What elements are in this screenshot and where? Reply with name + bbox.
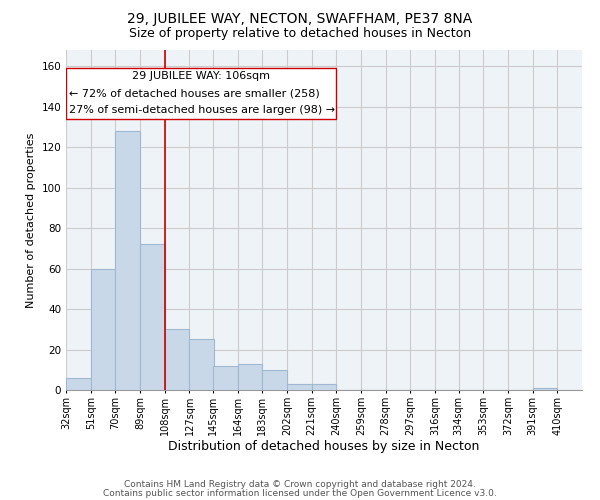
Bar [91,268,115,390]
Text: 29 JUBILEE WAY: 106sqm: 29 JUBILEE WAY: 106sqm [132,71,270,81]
X-axis label: Distribution of detached houses by size in Necton: Distribution of detached houses by size … [169,440,479,454]
Text: Contains HM Land Registry data © Crown copyright and database right 2024.: Contains HM Land Registry data © Crown c… [124,480,476,489]
Bar [262,370,287,390]
Bar [140,244,165,390]
Bar [533,388,557,390]
Bar [165,330,190,390]
Bar [190,340,214,390]
Bar [115,131,140,390]
Bar [311,384,337,390]
Text: 29, JUBILEE WAY, NECTON, SWAFFHAM, PE37 8NA: 29, JUBILEE WAY, NECTON, SWAFFHAM, PE37 … [127,12,473,26]
Bar [287,384,311,390]
Bar [213,366,238,390]
Text: Contains public sector information licensed under the Open Government Licence v3: Contains public sector information licen… [103,489,497,498]
Text: 27% of semi-detached houses are larger (98) →: 27% of semi-detached houses are larger (… [68,104,335,115]
Y-axis label: Number of detached properties: Number of detached properties [26,132,36,308]
Bar [238,364,262,390]
Text: ← 72% of detached houses are smaller (258): ← 72% of detached houses are smaller (25… [68,88,319,99]
Text: Size of property relative to detached houses in Necton: Size of property relative to detached ho… [129,28,471,40]
FancyBboxPatch shape [66,68,337,119]
Bar [66,378,91,390]
